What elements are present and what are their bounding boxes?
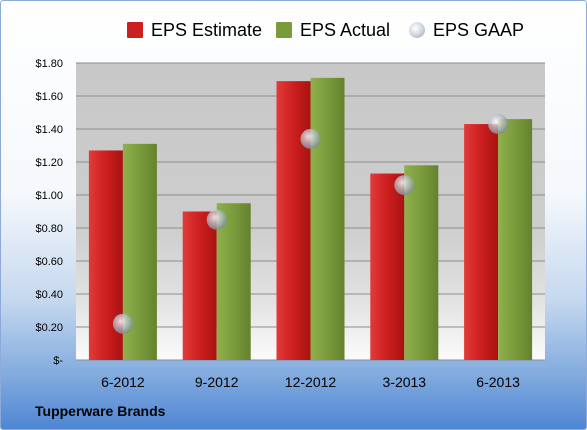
- marker-eps-gaap: [206, 209, 227, 230]
- legend-swatch-eps-estimate: [127, 22, 143, 38]
- bar-eps-actual: [404, 165, 439, 360]
- y-tick-label: $0.60: [35, 256, 63, 268]
- y-tick-label: $1.80: [35, 58, 63, 70]
- x-tick-label: 12-2012: [285, 374, 337, 390]
- legend: EPS Estimate EPS Actual EPS GAAP: [1, 17, 586, 43]
- legend-label-eps-actual: EPS Actual: [300, 19, 391, 40]
- y-tick-label: $1.60: [35, 91, 63, 103]
- y-tick-label: $1.20: [35, 157, 63, 169]
- marker-eps-gaap: [112, 313, 133, 334]
- bar-eps-estimate: [464, 124, 499, 360]
- marker-eps-gaap: [488, 114, 509, 135]
- x-tick-label: 9-2012: [195, 374, 239, 390]
- legend-item-eps-estimate: EPS Estimate: [127, 17, 262, 43]
- y-tick-label: $1.00: [35, 190, 63, 202]
- x-tick-label: 3-2013: [383, 374, 427, 390]
- legend-label-eps-estimate: EPS Estimate: [151, 19, 263, 40]
- marker-eps-gaap: [300, 128, 321, 149]
- bar-eps-estimate: [182, 211, 217, 360]
- legend-label-eps-gaap: EPS GAAP: [433, 19, 525, 40]
- bar-eps-estimate: [370, 173, 405, 360]
- legend-item-eps-gaap: EPS GAAP: [409, 17, 524, 43]
- bar-eps-actual: [216, 203, 251, 360]
- company-name: Tupperware Brands: [35, 403, 166, 419]
- y-tick-label: $0.20: [35, 322, 63, 334]
- x-tick-label: 6-2012: [101, 374, 145, 390]
- x-tick-label: 6-2013: [476, 374, 520, 390]
- bar-eps-actual: [498, 119, 533, 360]
- y-tick-label: $0.40: [35, 289, 63, 301]
- y-tick-label: $-: [53, 355, 63, 367]
- legend-item-eps-actual: EPS Actual: [276, 17, 390, 43]
- bar-eps-actual: [310, 77, 345, 360]
- bar-eps-estimate: [276, 81, 311, 361]
- y-tick-label: $0.80: [35, 223, 63, 235]
- marker-eps-gaap: [394, 175, 415, 196]
- legend-swatch-eps-actual: [276, 22, 292, 38]
- y-tick-label: $1.40: [35, 124, 63, 136]
- legend-swatch-eps-gaap: [409, 22, 425, 38]
